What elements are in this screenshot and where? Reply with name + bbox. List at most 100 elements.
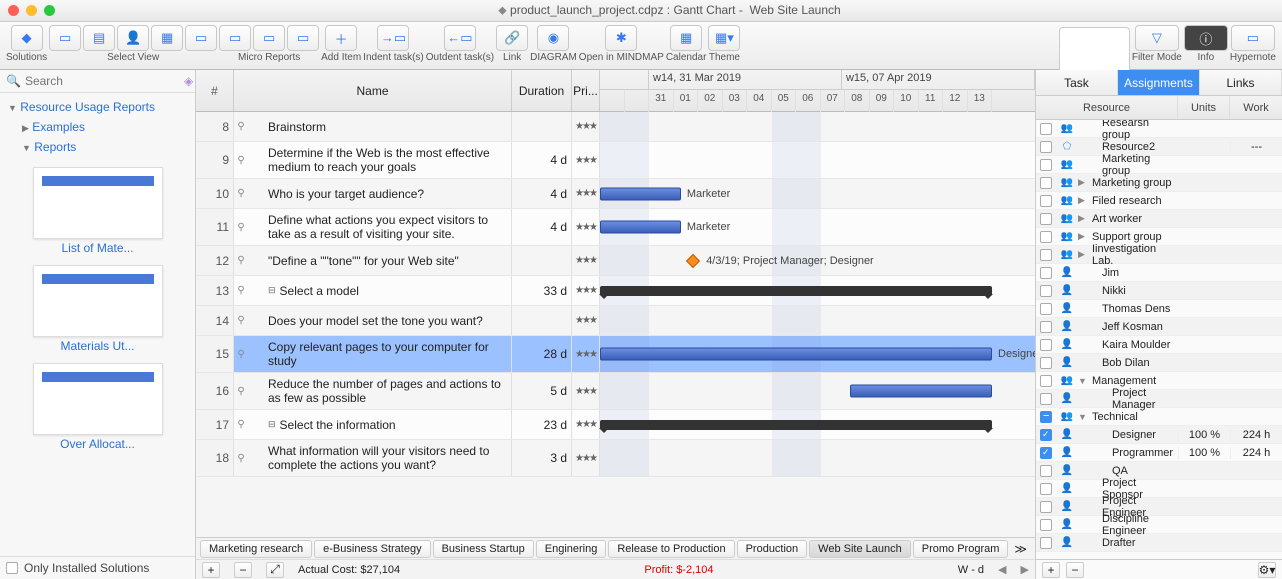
resource-row[interactable]: 👤Kaira Moulder	[1036, 336, 1282, 354]
resource-row[interactable]: 👤Jeff Kosman	[1036, 318, 1282, 336]
toolbar-button[interactable]: ✱	[605, 25, 637, 51]
right-tab[interactable]: Links	[1200, 70, 1282, 95]
expand-icon[interactable]: ▶	[1078, 213, 1092, 224]
sheet-tab[interactable]: Marketing research	[200, 540, 312, 558]
gantt-bar[interactable]	[850, 385, 992, 398]
gantt-row[interactable]: 16⚲Reduce the number of pages and action…	[196, 373, 1035, 410]
zoom-fit-button[interactable]: ⤢	[266, 562, 284, 578]
chevron-right-icon[interactable]: ▶	[1021, 563, 1029, 576]
report-thumbnail[interactable]	[33, 167, 163, 239]
gantt-bar[interactable]	[600, 348, 992, 361]
assign-checkbox[interactable]	[1040, 537, 1052, 549]
assign-checkbox[interactable]	[1040, 375, 1052, 387]
gantt-row[interactable]: 15⚲Copy relevant pages to your computer …	[196, 336, 1035, 373]
sidebar-search-input[interactable]	[25, 74, 180, 88]
assign-checkbox[interactable]	[1040, 177, 1052, 189]
report-thumbnail[interactable]	[33, 363, 163, 435]
resource-row[interactable]: 👤Bob Dilan	[1036, 354, 1282, 372]
resource-row[interactable]: 👥▶Art worker	[1036, 210, 1282, 228]
gantt-row[interactable]: 10⚲Who is your target audience?4 d★★★Mar…	[196, 179, 1035, 209]
assign-checkbox[interactable]	[1040, 285, 1052, 297]
gantt-row[interactable]: 17⚲⊟Select the information23 d★★★	[196, 410, 1035, 440]
gantt-bar[interactable]	[600, 221, 681, 234]
resource-row[interactable]: 👤Jim	[1036, 264, 1282, 282]
expand-icon[interactable]: ▼	[1078, 412, 1092, 422]
maximize-icon[interactable]	[44, 5, 55, 16]
gantt-bar[interactable]	[600, 286, 992, 296]
close-icon[interactable]	[8, 5, 19, 16]
sheet-tab[interactable]: e-Business Strategy	[314, 540, 430, 558]
assign-checkbox[interactable]	[1040, 429, 1052, 441]
milestone-icon[interactable]	[686, 253, 700, 267]
tree-node[interactable]: ▼ Reports	[2, 137, 193, 157]
diamond-icon[interactable]: ◈	[184, 74, 193, 88]
resource-row[interactable]: 👤Designer100 %224 h	[1036, 426, 1282, 444]
zoom-out-button[interactable]: −	[234, 562, 252, 578]
resource-row[interactable]: 👥Researsh group	[1036, 120, 1282, 138]
sheet-tab[interactable]: Promo Program	[913, 540, 1009, 558]
right-tab[interactable]: Assignments	[1118, 70, 1200, 95]
assign-checkbox[interactable]	[1040, 123, 1052, 135]
gantt-row[interactable]: 14⚲Does your model set the tone you want…	[196, 306, 1035, 336]
assign-checkbox[interactable]	[1040, 519, 1052, 531]
toolbar-button[interactable]: 🔗	[496, 25, 528, 51]
resource-row[interactable]: 👥▶Marketing group	[1036, 174, 1282, 192]
assign-checkbox[interactable]	[1040, 267, 1052, 279]
assign-checkbox[interactable]	[1040, 465, 1052, 477]
toolbar-button[interactable]: ▭	[253, 25, 285, 51]
toolbar-button[interactable]: ▭	[1231, 25, 1275, 51]
toolbar-button[interactable]: ⓘ	[1184, 25, 1228, 51]
gantt-row[interactable]: 9⚲Determine if the Web is the most effec…	[196, 142, 1035, 179]
assign-checkbox[interactable]	[1040, 501, 1052, 513]
gantt-row[interactable]: 18⚲What information will your visitors n…	[196, 440, 1035, 477]
resource-row[interactable]: 👤Project Manager	[1036, 390, 1282, 408]
gantt-row[interactable]: 12⚲"Define a ""tone"" for your Web site"…	[196, 246, 1035, 276]
toolbar-button[interactable]: ▭	[185, 25, 217, 51]
resource-row[interactable]: 👥▶Iinvestigation Lab.	[1036, 246, 1282, 264]
installed-checkbox[interactable]	[6, 562, 18, 574]
remove-button[interactable]: −	[1066, 562, 1084, 578]
sheet-tab[interactable]: Enginering	[536, 540, 607, 558]
toolbar-button[interactable]: ▦▾	[708, 25, 740, 51]
gantt-row[interactable]: 8⚲Brainstorm★★★	[196, 112, 1035, 142]
gantt-bar[interactable]	[600, 187, 681, 200]
resource-row[interactable]: 👤Discipline Engineer	[1036, 516, 1282, 534]
sheet-tab[interactable]: Release to Production	[608, 540, 734, 558]
right-tab[interactable]: Task	[1036, 70, 1118, 95]
gantt-row[interactable]: 13⚲⊟Select a model33 d★★★	[196, 276, 1035, 306]
assign-checkbox[interactable]	[1040, 357, 1052, 369]
toolbar-button[interactable]: ←▭	[444, 25, 476, 51]
expand-icon[interactable]: ▼	[1078, 376, 1092, 386]
more-tabs-icon[interactable]: ≫	[1010, 542, 1031, 556]
sheet-tab[interactable]: Web Site Launch	[809, 540, 911, 558]
toolbar-button[interactable]: ▦	[151, 25, 183, 51]
assign-checkbox[interactable]: −	[1040, 411, 1052, 423]
resource-row[interactable]: 👥▶Filed research	[1036, 192, 1282, 210]
assign-checkbox[interactable]	[1040, 339, 1052, 351]
assign-checkbox[interactable]	[1040, 213, 1052, 225]
toolbar-button[interactable]: ◆	[11, 25, 43, 51]
expand-icon[interactable]: ▶	[1078, 195, 1092, 206]
gear-icon[interactable]: ⚙▾	[1258, 562, 1276, 578]
assign-checkbox[interactable]	[1040, 447, 1052, 459]
assign-checkbox[interactable]	[1040, 483, 1052, 495]
report-thumbnail[interactable]	[33, 265, 163, 337]
resource-row[interactable]: 👤Nikki	[1036, 282, 1282, 300]
toolbar-button[interactable]: ▭	[49, 25, 81, 51]
assign-checkbox[interactable]	[1040, 159, 1052, 171]
resource-row[interactable]: 👥Marketing group	[1036, 156, 1282, 174]
toolbar-button[interactable]: 👤	[117, 25, 149, 51]
assign-checkbox[interactable]	[1040, 141, 1052, 153]
toolbar-button[interactable]: ▤	[83, 25, 115, 51]
assign-checkbox[interactable]	[1040, 249, 1052, 261]
resource-row[interactable]: 👤Programmer100 %224 h	[1036, 444, 1282, 462]
gantt-row[interactable]: 11⚲Define what actions you expect visito…	[196, 209, 1035, 246]
sheet-tab[interactable]: Production	[737, 540, 808, 558]
expand-icon[interactable]: ▶	[1078, 249, 1092, 260]
toolbar-button[interactable]: ▦	[670, 25, 702, 51]
toolbar-button[interactable]: ▽	[1135, 25, 1179, 51]
assign-checkbox[interactable]	[1040, 195, 1052, 207]
tree-node[interactable]: ▼ Resource Usage Reports	[2, 97, 193, 117]
zoom-in-button[interactable]: +	[202, 562, 220, 578]
resource-row[interactable]: 👤Thomas Dens	[1036, 300, 1282, 318]
